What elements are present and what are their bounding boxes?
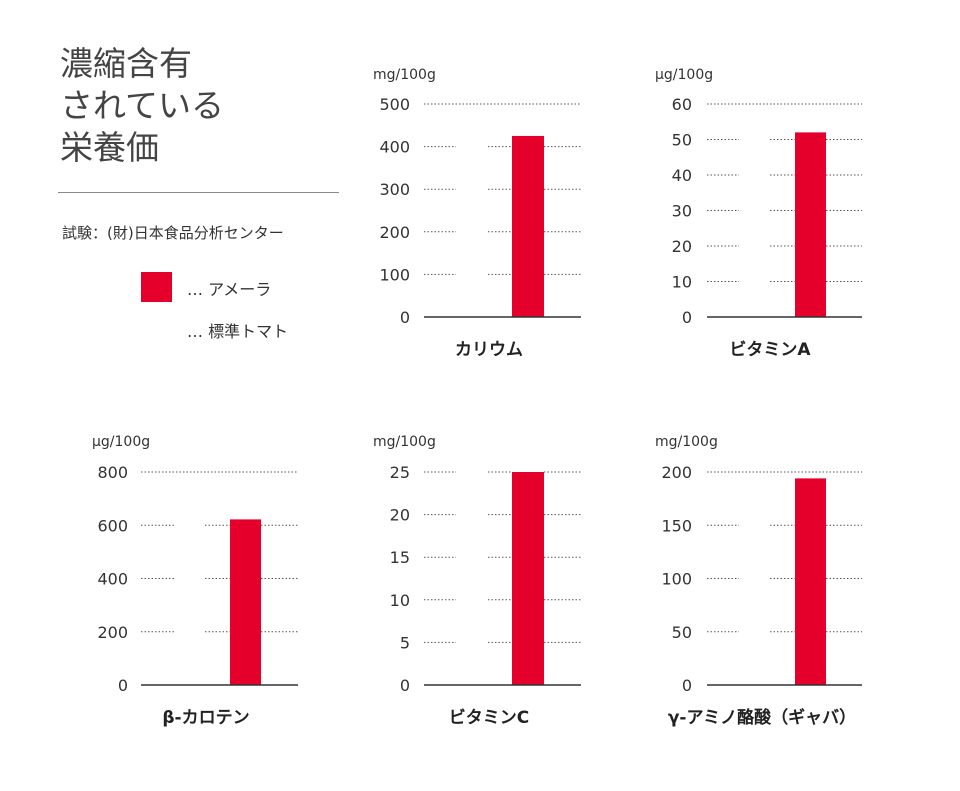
legend-marker: … — [187, 280, 203, 299]
chart-title: ビタミンC — [449, 708, 529, 728]
y-axis-unit: mg/100g — [373, 67, 436, 83]
y-tick-label: 15 — [390, 548, 410, 567]
y-tick-label: 600 — [97, 516, 128, 535]
y-axis-unit: μg/100g — [655, 67, 713, 83]
y-tick-label: 60 — [672, 95, 692, 114]
y-tick-label: 20 — [672, 237, 692, 256]
legend-swatch-amela — [141, 272, 172, 302]
y-tick-label: 50 — [672, 131, 692, 150]
bar-amela — [795, 478, 826, 685]
y-tick-label: 100 — [379, 265, 410, 284]
bar-amela — [512, 472, 544, 685]
y-tick-label: 5 — [400, 633, 410, 652]
y-tick-label: 50 — [672, 623, 692, 642]
y-tick-label: 30 — [672, 202, 692, 221]
y-axis-unit: μg/100g — [92, 434, 150, 450]
chart-title: γ-アミノ酪酸（ギャバ） — [668, 707, 856, 728]
y-tick-label: 400 — [379, 138, 410, 157]
legend-panel: 濃縮含有 されている 栄養価 試験：(財)日本食品分析センター … アメーラ …… — [0, 0, 350, 360]
bar-amela — [795, 132, 826, 317]
y-tick-label: 800 — [97, 463, 128, 482]
y-axis-unit: mg/100g — [655, 434, 718, 450]
source-note: 試験：(財)日本食品分析センター — [62, 224, 284, 242]
y-axis-unit: mg/100g — [373, 434, 436, 450]
legend-item-standard-tomato: … 標準トマト — [187, 318, 288, 342]
y-tick-label: 25 — [390, 463, 410, 482]
y-tick-label: 10 — [672, 273, 692, 292]
y-tick-label: 20 — [390, 506, 410, 525]
y-tick-label: 10 — [390, 591, 410, 610]
y-tick-label: 100 — [661, 570, 692, 589]
legend-label-amela: アメーラ — [208, 280, 272, 299]
y-tick-label: 300 — [379, 180, 410, 199]
y-tick-label: 0 — [118, 676, 128, 695]
page-title-line-1: 濃縮含有 — [60, 44, 192, 83]
chart-title: カリウム — [455, 340, 523, 360]
y-tick-label: 500 — [379, 95, 410, 114]
title-divider — [58, 192, 339, 193]
y-tick-label: 200 — [661, 463, 692, 482]
bar-amela — [230, 519, 261, 685]
y-tick-label: 200 — [379, 223, 410, 242]
legend-marker: … — [187, 322, 203, 341]
page-title-line-2: されている — [60, 86, 225, 125]
y-tick-label: 0 — [682, 308, 692, 327]
legend-item-amela: … アメーラ — [187, 276, 271, 300]
chart-title: ビタミンA — [729, 340, 811, 360]
page-title-line-3: 栄養価 — [60, 128, 159, 167]
y-tick-label: 200 — [97, 623, 128, 642]
legend-label-standard: 標準トマト — [208, 322, 289, 341]
y-tick-label: 0 — [682, 676, 692, 695]
y-tick-label: 0 — [400, 676, 410, 695]
bar-amela — [512, 135, 544, 317]
y-tick-label: 40 — [672, 166, 692, 185]
y-tick-label: 400 — [97, 570, 128, 589]
chart-title: β-カロテン — [162, 708, 249, 728]
y-tick-label: 150 — [661, 516, 692, 535]
y-tick-label: 0 — [400, 308, 410, 327]
